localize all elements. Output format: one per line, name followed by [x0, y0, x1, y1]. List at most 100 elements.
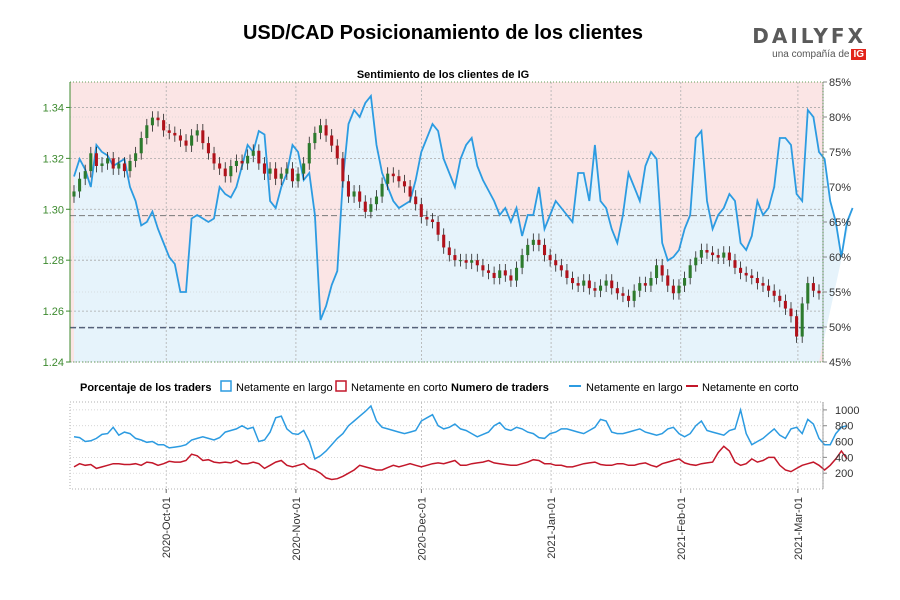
candle-body [671, 285, 675, 294]
candle-body [89, 153, 93, 172]
candle-body [716, 255, 720, 258]
candle-body [694, 257, 698, 266]
candle-body [122, 163, 126, 172]
candle-body [683, 278, 687, 286]
candle-body [363, 201, 367, 212]
legend-num-short-label: Netamente en corto [702, 382, 799, 394]
candle-body [218, 163, 222, 169]
candle-body [257, 150, 261, 164]
traders-tick-label: 200 [835, 468, 853, 480]
pct-long-line [73, 93, 854, 321]
candle-body [234, 160, 238, 166]
candle-body [386, 173, 390, 184]
candle-body [324, 125, 328, 136]
candle-body [548, 255, 552, 261]
candle-body [330, 135, 334, 146]
ig-badge: IG [851, 49, 866, 60]
candle-body [296, 173, 300, 182]
candle-body [576, 283, 580, 286]
candle-body [481, 265, 485, 271]
candle-body [414, 196, 418, 205]
candle-body [419, 204, 423, 217]
x-tick-label: 2021-Mar-01 [793, 497, 805, 560]
candle-body [380, 183, 384, 197]
candle-body [621, 293, 625, 296]
candle-body [145, 125, 149, 138]
candle-body [811, 283, 815, 291]
candle-body [425, 216, 429, 220]
candle-body [341, 158, 345, 182]
pct-tick-label: 60% [829, 252, 851, 264]
candle-body [666, 275, 670, 286]
candle-body [486, 270, 491, 273]
candle-body [391, 173, 395, 177]
candle-body [795, 316, 799, 337]
candle-body [397, 176, 401, 182]
candle-body [156, 117, 160, 121]
traders-long-line [73, 404, 848, 460]
candle-body [374, 196, 379, 205]
candle-body [262, 163, 266, 174]
candle-body [537, 239, 541, 245]
pct-tick-label: 85% [829, 77, 851, 89]
legend-pct-short-swatch [335, 380, 347, 392]
legend-num-title: Numero de traders [451, 382, 549, 394]
candle-body [649, 278, 653, 286]
logo-tagline: una compañía de IG [752, 49, 866, 60]
candle-body [83, 171, 87, 179]
pct-tick-label: 80% [829, 112, 851, 124]
traders-tick-label: 1000 [835, 405, 859, 417]
candle-body [268, 168, 272, 174]
candle-body [430, 219, 435, 222]
candle-body [251, 150, 255, 156]
candle-body [800, 303, 804, 337]
candle-body [739, 267, 743, 273]
candle-body [212, 153, 216, 164]
candle-body [447, 247, 451, 256]
candle-body [302, 163, 306, 174]
pct-tick-label: 50% [829, 322, 851, 334]
candle-body [436, 222, 440, 235]
pct-tick-label: 45% [829, 357, 851, 369]
price-axes: 1.24 1.26 1.28 1.30 1.32 1.34 45% 50% 55% 60% 65% 7… [43, 77, 852, 369]
candle-body [688, 265, 692, 278]
price-tick-label: 1.24 [43, 357, 64, 369]
price-tick-label: 1.34 [43, 102, 64, 114]
candle-body [711, 252, 715, 256]
candle-body [492, 272, 496, 278]
candle-body [498, 270, 502, 278]
candle-body [369, 204, 373, 212]
candle-body [358, 191, 362, 202]
candle-body [627, 295, 631, 301]
candle-body [139, 138, 143, 154]
candle-body [570, 278, 575, 284]
candle-body [184, 140, 188, 146]
candle-body [246, 155, 250, 164]
candle-body [229, 166, 233, 177]
chart-subtitle: Sentimiento de los clientes de IG [357, 69, 529, 81]
candle-body [677, 285, 681, 294]
candle-body [806, 283, 810, 304]
traders-grid [69, 401, 824, 490]
candle-body [655, 265, 659, 278]
candle-body [470, 260, 474, 263]
x-axis-ticks: 2020-Oct-01 2020-Nov-01 2020-Dec-01 2021-Ja… [161, 489, 805, 561]
candle-body [554, 260, 558, 266]
candle-body [789, 308, 793, 317]
candle-body [582, 280, 586, 286]
candle-body [134, 153, 138, 161]
candle-body [453, 255, 457, 261]
candle-body [475, 260, 479, 266]
candle-body [290, 168, 294, 182]
x-tick-label: 2021-Feb-01 [676, 497, 688, 560]
candle-body [313, 132, 317, 144]
candle-body [78, 178, 82, 192]
candle-body [190, 135, 194, 146]
traders-tick-label: 800 [835, 421, 853, 433]
candle-body [559, 265, 563, 271]
candle-body [352, 191, 356, 197]
pct-tick-label: 65% [829, 217, 851, 229]
candle-body [778, 295, 782, 301]
candle-body [464, 260, 468, 263]
legend-pct-title: Porcentaje de los traders [80, 382, 211, 394]
